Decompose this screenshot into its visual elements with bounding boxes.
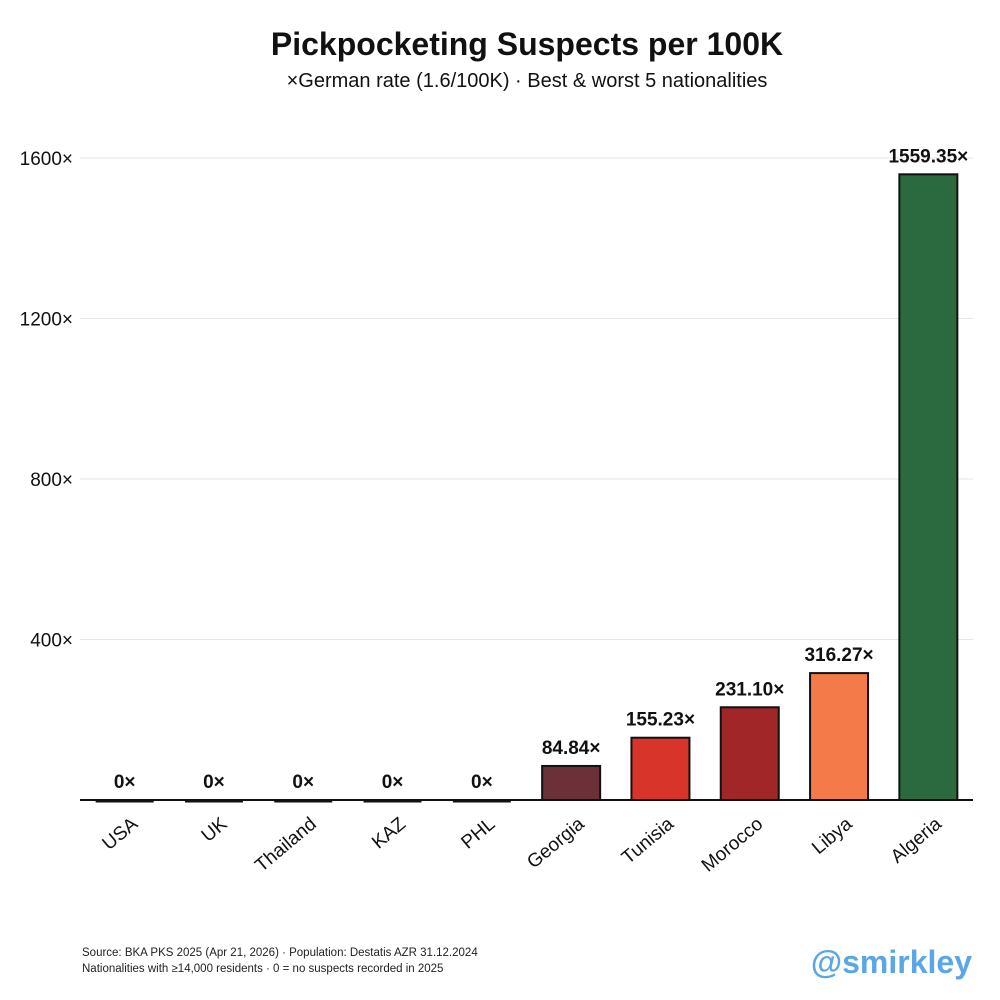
- chart-subtitle: ×German rate (1.6/100K) · Best & worst 5…: [286, 70, 768, 92]
- value-label: 316.27×: [804, 645, 873, 666]
- value-label: 84.84×: [542, 738, 601, 759]
- x-tick-label: KAZ: [368, 813, 410, 853]
- bar-algeria: [898, 173, 959, 802]
- value-label: 231.10×: [715, 679, 784, 700]
- x-axis-labels: USA UK Thailand KAZ PHL Georgia Tunisia Morocco…: [99, 813, 946, 876]
- chart-title: Pickpocketing Suspects per 100K: [270, 26, 784, 62]
- y-axis-ticks: 400× 800× 1200× 1600×: [20, 149, 73, 652]
- watermark-handle: @smirkley: [810, 944, 972, 980]
- bar-libya: [809, 672, 870, 802]
- value-labels: 0× 0× 0× 0× 0× 84.84× 155.23× 231.10× 316.27× 155…: [114, 146, 968, 793]
- x-tick-label: USA: [99, 813, 143, 854]
- footer-note: Nationalities with ≥14,000 residents · 0…: [82, 963, 444, 975]
- bar-georgia: [541, 764, 602, 801]
- y-tick-label: 400×: [30, 631, 73, 652]
- value-label: 0×: [471, 772, 493, 793]
- x-tick-label: Algeria: [887, 813, 946, 867]
- y-tick-label: 800×: [30, 470, 73, 491]
- bar-morocco: [719, 706, 780, 801]
- x-tick-label: Morocco: [698, 814, 767, 877]
- value-label: 0×: [114, 772, 136, 793]
- value-label: 0×: [382, 772, 404, 793]
- y-tick-label: 1200×: [20, 310, 73, 331]
- x-tick-label: Thailand: [251, 814, 320, 877]
- value-label: 0×: [292, 772, 314, 793]
- x-tick-label: Libya: [808, 813, 857, 859]
- bar-tunisia: [630, 736, 691, 802]
- footer-source: Source: BKA PKS 2025 (Apr 21, 2026) · Po…: [82, 947, 478, 959]
- value-label: 1559.35×: [888, 146, 968, 167]
- x-tick-label: PHL: [457, 814, 499, 854]
- x-tick-label: UK: [198, 813, 232, 846]
- x-tick-label: Tunisia: [618, 813, 678, 868]
- bars: [95, 173, 959, 803]
- x-tick-label: Georgia: [523, 813, 589, 873]
- y-tick-label: 1600×: [20, 149, 73, 170]
- value-label: 0×: [203, 772, 225, 793]
- gridlines: [80, 157, 973, 640]
- value-label: 155.23×: [626, 710, 695, 731]
